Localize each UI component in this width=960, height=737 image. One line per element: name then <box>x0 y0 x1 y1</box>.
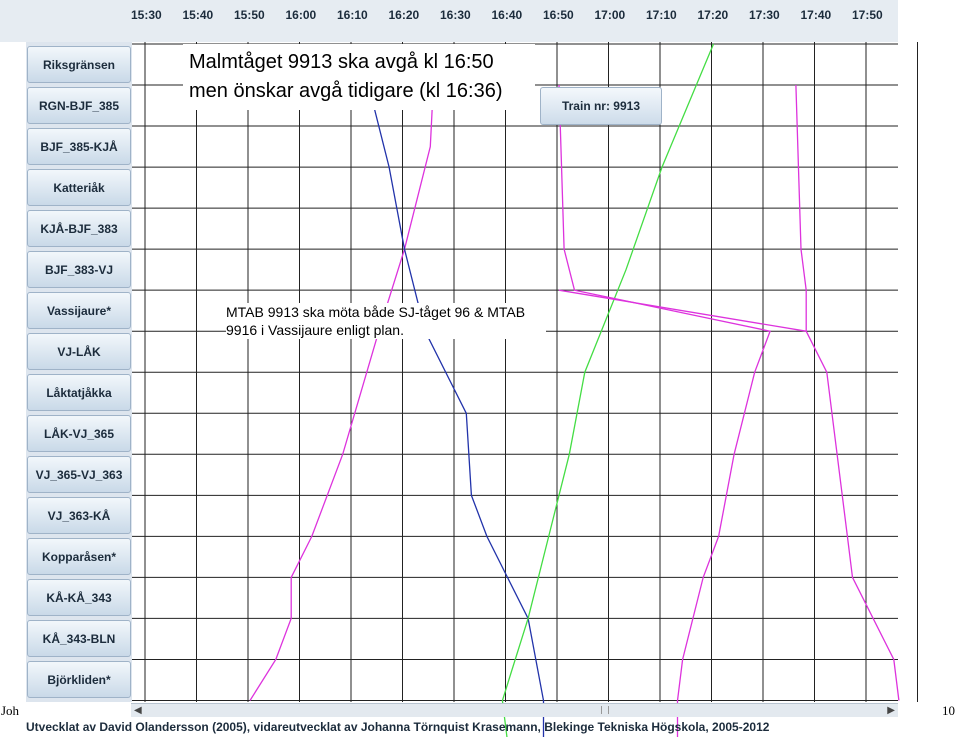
callout-meeting-note: MTAB 9913 ska möta både SJ-tåget 96 & MT… <box>226 303 546 339</box>
time-label: 15:40 <box>182 8 214 22</box>
slide-page-number: 10 <box>942 703 955 718</box>
station-button[interactable]: LÅK-VJ_365 <box>27 415 131 453</box>
station-button[interactable]: Vassijaure* <box>27 292 131 330</box>
train-number-tooltip[interactable]: Train nr: 9913 <box>540 87 662 125</box>
time-label: 17:40 <box>800 8 832 22</box>
train-path-magenta <box>795 84 900 701</box>
station-button[interactable]: Riksgränsen <box>27 46 131 83</box>
time-label: 16:00 <box>285 8 317 22</box>
station-button[interactable]: BJF_383-VJ <box>27 251 131 289</box>
callout-departure-note: Malmtåget 9913 ska avgå kl 16:50 men öns… <box>183 44 535 110</box>
station-button[interactable]: Kopparåsen* <box>27 538 131 576</box>
time-label: 17:50 <box>852 8 883 22</box>
station-button[interactable]: RGN-BJF_385 <box>27 87 131 125</box>
station-button[interactable]: VJ-LÅK <box>27 333 131 371</box>
station-button[interactable]: Katteriåk <box>27 169 131 207</box>
station-button[interactable]: KÅ-KÅ_343 <box>27 579 131 617</box>
train-path-magenta <box>249 43 437 701</box>
station-button[interactable]: VJ_363-KÅ <box>27 497 131 535</box>
station-button[interactable]: Björkliden* <box>27 661 131 699</box>
time-label: 17:10 <box>646 8 677 22</box>
station-button[interactable]: VJ_365-VJ_363 <box>27 456 131 494</box>
time-label: 16:20 <box>388 8 420 22</box>
header-bar <box>0 0 898 42</box>
time-label: 16:30 <box>440 8 471 22</box>
horizontal-scrollbar[interactable]: ◀ ▶ <box>131 703 898 717</box>
station-button[interactable]: BJF_385-KJÅ <box>27 128 131 166</box>
time-label: 16:40 <box>491 8 523 22</box>
time-label: 16:10 <box>337 8 368 22</box>
credit-footer: Utvecklat av David Olandersson (2005), v… <box>26 720 770 734</box>
train-path-magenta <box>558 289 807 332</box>
slide-footer-fragment: Joh <box>1 703 20 718</box>
time-label: 17:30 <box>749 8 780 22</box>
time-label: 17:00 <box>594 8 626 22</box>
train-path-magenta <box>558 84 771 737</box>
time-label: 15:50 <box>234 8 265 22</box>
station-button[interactable]: Låktatjåkka <box>27 374 131 412</box>
scroll-right-arrow-icon[interactable]: ▶ <box>887 705 895 716</box>
train-path-green <box>501 43 715 737</box>
station-button[interactable]: KÅ_343-BLN <box>27 620 131 658</box>
time-label: 16:50 <box>543 8 574 22</box>
scroll-left-arrow-icon[interactable]: ◀ <box>134 705 142 716</box>
station-button[interactable]: KJÅ-BJF_383 <box>27 210 131 248</box>
time-label: 15:30 <box>131 8 162 22</box>
time-label: 17:20 <box>697 8 729 22</box>
train-path-blue <box>372 105 545 737</box>
scroll-thumb[interactable] <box>601 706 609 714</box>
